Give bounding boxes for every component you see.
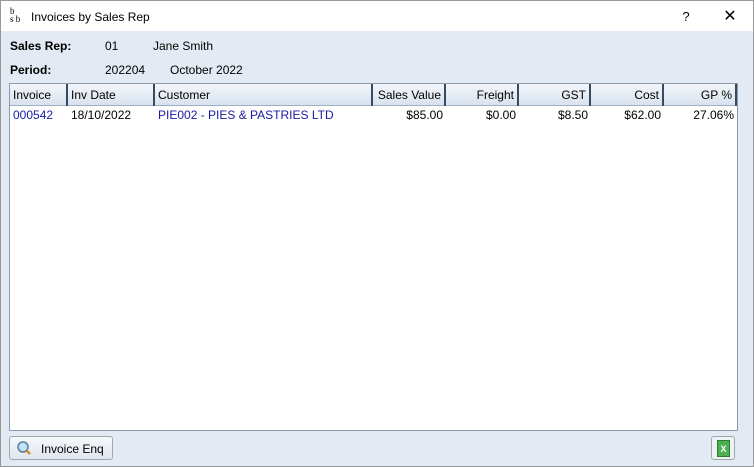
col-customer[interactable]: Customer <box>155 84 373 106</box>
close-button[interactable]: ✕ <box>723 8 737 25</box>
period-code: 202204 <box>105 63 146 77</box>
magnifier-icon <box>17 441 31 455</box>
cell-customer: PIE002 - PIES & PASTRIES LTD <box>158 108 334 122</box>
grid-header: Invoice Inv Date Customer Sales Value Fr… <box>10 84 737 106</box>
col-cost[interactable]: Cost <box>591 84 664 106</box>
invoice-enq-label: Invoice Enq <box>41 442 104 456</box>
cell-sales-value: $85.00 <box>406 108 443 122</box>
cell-gst: $8.50 <box>557 108 588 122</box>
col-sales-value[interactable]: Sales Value <box>373 84 446 106</box>
invoice-enq-button[interactable]: Invoice Enq <box>9 436 113 460</box>
invoice-grid[interactable]: Invoice Inv Date Customer Sales Value Fr… <box>9 83 738 431</box>
cell-gp-percent: 27.06% <box>693 108 734 122</box>
col-invoice[interactable]: Invoice <box>10 84 68 106</box>
col-inv-date[interactable]: Inv Date <box>68 84 155 106</box>
cell-freight: $0.00 <box>485 108 516 122</box>
sales-rep-label: Sales Rep: <box>10 39 72 53</box>
help-button[interactable]: ? <box>682 9 690 24</box>
excel-export-icon: X <box>717 440 730 457</box>
period-label: Period: <box>10 63 52 77</box>
col-gst[interactable]: GST <box>519 84 591 106</box>
period-name: October 2022 <box>170 63 243 77</box>
col-freight[interactable]: Freight <box>446 84 519 106</box>
col-gp-percent[interactable]: GP % <box>664 84 737 106</box>
sales-rep-name: Jane Smith <box>153 39 214 53</box>
table-row[interactable]: 000542 18/10/2022 PIE002 - PIES & PASTRI… <box>10 106 737 124</box>
cell-cost: $62.00 <box>624 108 661 122</box>
excel-export-button[interactable]: X <box>711 436 735 460</box>
cell-inv-date: 18/10/2022 <box>71 108 132 122</box>
cell-invoice: 000542 <box>13 108 54 122</box>
window-title: Invoices by Sales Rep <box>31 10 150 24</box>
sales-rep-code: 01 <box>105 39 119 53</box>
